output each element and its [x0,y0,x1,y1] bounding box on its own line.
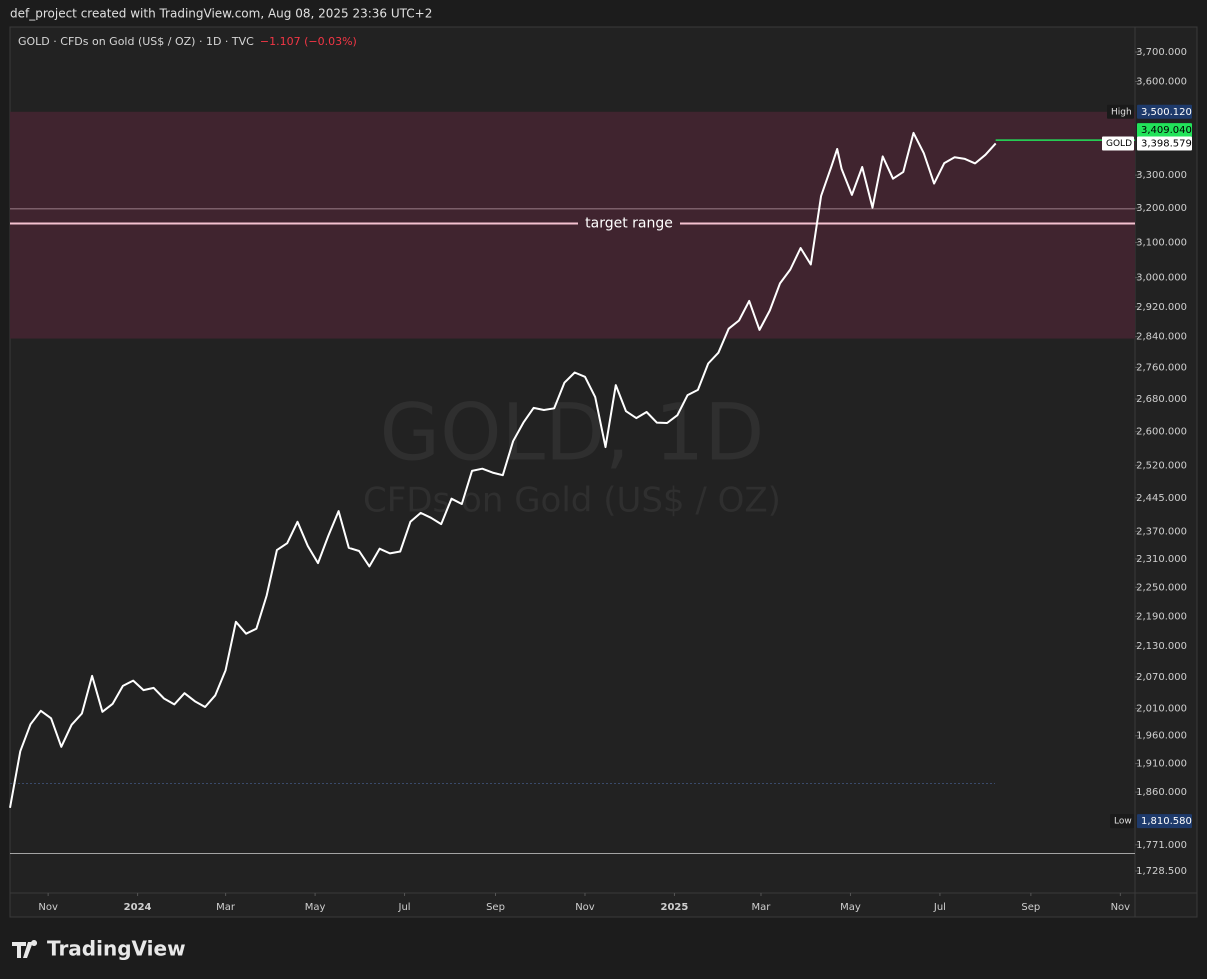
watermark: GOLD, 1D [380,388,765,478]
zone-label: target range [585,215,673,231]
header: def_project created with TradingView.com… [10,7,432,21]
y-tick-label: 1,728.500 [1136,866,1187,877]
x-tick-label: 2025 [661,902,689,913]
x-tick-label: May [840,902,861,913]
x-tick-label: Jul [398,902,411,913]
x-tick-label: Nov [38,902,58,913]
x-tick-label: 2024 [124,902,152,913]
y-tick-label: 3,600.000 [1136,76,1187,87]
price-tag [1137,104,1192,119]
brand: TradingView [47,937,186,961]
y-tick-label: 2,370.000 [1136,526,1187,537]
tag-name-box [1102,136,1134,151]
y-tick-label: 3,700.000 [1136,47,1187,58]
tag-name: GOLD [1106,139,1132,149]
price-tag-label: 3,409.040 [1141,125,1192,136]
y-tick-label: 2,130.000 [1136,641,1187,652]
logo-icon [12,940,38,958]
y-tick-label: 2,920.000 [1136,302,1187,313]
y-tick-label: 2,760.000 [1136,362,1187,373]
price-tag-label: 3,398.579 [1141,138,1192,149]
price-tag [1137,814,1192,829]
price-tag-label: 1,810.580 [1141,816,1192,827]
price-tag-label: 3,500.120 [1141,107,1192,118]
x-tick-label: Nov [575,902,595,913]
x-tick-label: Mar [752,902,772,913]
x-tick-label: Sep [1021,902,1040,913]
watermark-sub: CFDs on Gold (US$ / OZ) [363,481,781,521]
tag-name-box [1110,814,1134,829]
y-tick-label: 1,771.000 [1136,840,1187,851]
logo: TradingView [12,937,186,961]
price-line [9,131,997,808]
symbol: GOLD · CFDs on Gold (US$ / OZ) · 1D · TV… [18,35,254,48]
y-tick-label: 2,010.000 [1136,704,1187,715]
tag-name-box [1107,104,1134,119]
x-tick-label: Nov [1111,902,1131,913]
y-tick-label: 2,445.000 [1136,493,1187,504]
price-tag [1137,136,1192,151]
y-tick-label: 2,310.000 [1136,554,1187,565]
y-tick-label: 3,200.000 [1136,203,1187,214]
y-tick-label: 1,860.000 [1136,787,1187,798]
y-tick-label: 3,000.000 [1136,273,1187,284]
y-tick-label: 2,840.000 [1136,332,1187,343]
y-tick-label: 3,300.000 [1136,170,1187,181]
y-tick-label: 3,100.000 [1136,237,1187,248]
x-tick-label: Mar [216,902,236,913]
y-tick-label: 2,600.000 [1136,427,1187,438]
tag-name: Low [1114,817,1132,827]
y-tick-label: 2,520.000 [1136,460,1187,471]
y-tick-label: 2,680.000 [1136,394,1187,405]
x-tick-label: Jul [933,902,946,913]
target-zone [10,111,1135,339]
tag-name: High [1111,107,1132,117]
price-tag [1137,123,1192,138]
change: −1.107 (−0.03%) [260,35,357,48]
x-tick-label: Sep [486,902,505,913]
y-tick-label: 1,910.000 [1136,759,1187,770]
y-tick-label: 2,190.000 [1136,611,1187,622]
x-tick-label: May [305,902,326,913]
y-tick-label: 1,960.000 [1136,731,1187,742]
y-tick-label: 2,250.000 [1136,582,1187,593]
y-tick-label: 2,070.000 [1136,672,1187,683]
